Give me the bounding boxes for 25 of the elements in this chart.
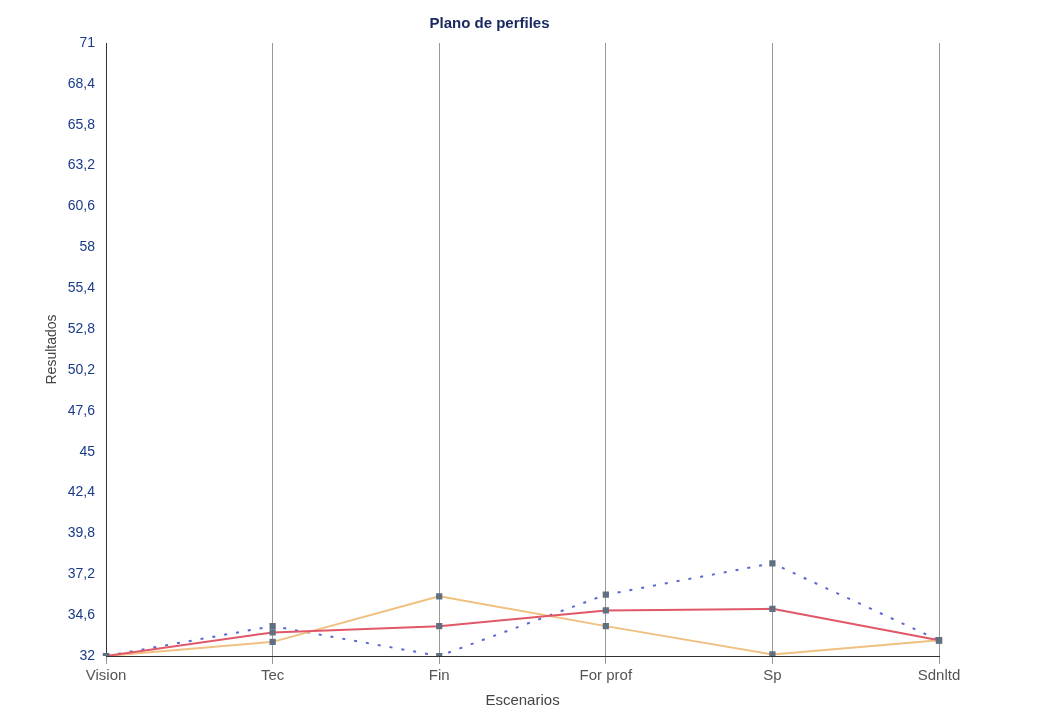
y-tick-label: 47,6 [67, 401, 96, 418]
x-tick-label: Tec [260, 666, 285, 684]
y-tick-label: 32 [79, 646, 96, 663]
y-tick-label: 34,6 [67, 605, 96, 622]
y-tick-label: 45 [79, 442, 96, 459]
x-axis-title: Escenarios [485, 691, 560, 709]
x-tick-label: Fin [428, 666, 450, 684]
x-tick-label: Sp [763, 666, 782, 684]
y-tick-label: 60,6 [67, 197, 96, 214]
y-axis-title: Resultados [43, 314, 60, 385]
x-tick-label: Vision [85, 666, 127, 684]
y-tick-label: 50,2 [67, 360, 96, 377]
y-tick-label: 71 [79, 33, 96, 50]
y-tick-label: 63,2 [67, 156, 96, 173]
chart-title: Plano de perfiles [429, 14, 550, 32]
y-tick-label: 65,8 [67, 115, 96, 132]
y-tick-label: 58 [79, 238, 96, 255]
x-tick-label: For prof [579, 666, 633, 684]
y-tick-label: 37,2 [67, 565, 96, 582]
y-tick-label: 42,4 [67, 483, 96, 500]
y-tick-label: 52,8 [67, 319, 96, 336]
y-tick-label: 68,4 [67, 74, 96, 91]
x-tick-label: Sdnltd [917, 666, 961, 684]
y-tick-label: 39,8 [67, 524, 96, 541]
y-tick-label: 55,4 [67, 279, 96, 296]
